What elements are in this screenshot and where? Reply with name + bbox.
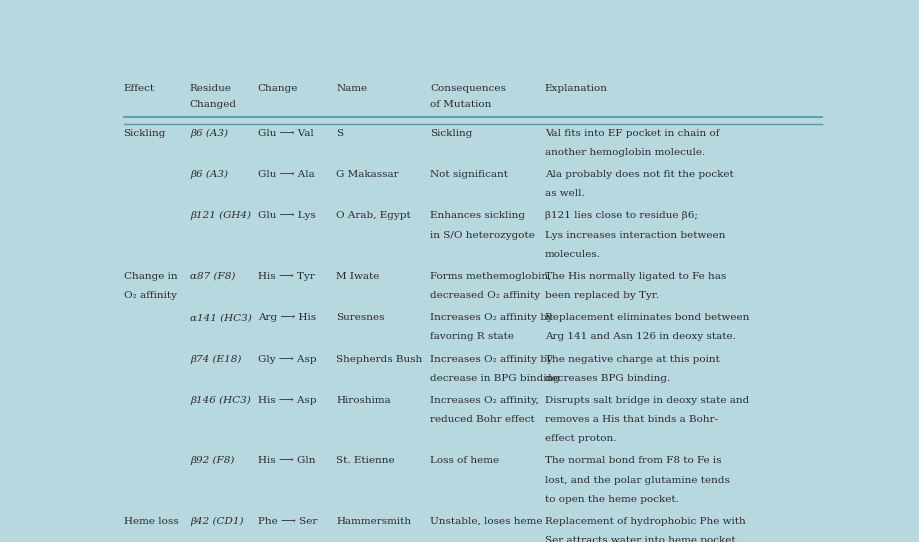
Text: of Mutation: of Mutation <box>430 100 491 108</box>
Text: β92 (F8): β92 (F8) <box>189 456 234 466</box>
Text: decreases BPG binding.: decreases BPG binding. <box>544 374 669 383</box>
Text: Change: Change <box>257 84 298 93</box>
Text: Glu ⟶ Val: Glu ⟶ Val <box>257 129 313 138</box>
Text: St. Etienne: St. Etienne <box>335 456 394 466</box>
Text: Loss of heme: Loss of heme <box>430 456 499 466</box>
Text: favoring R state: favoring R state <box>430 332 514 341</box>
Text: His ⟶ Asp: His ⟶ Asp <box>257 396 316 405</box>
Text: Increases O₂ affinity by: Increases O₂ affinity by <box>430 354 552 364</box>
Text: The negative charge at this point: The negative charge at this point <box>544 354 719 364</box>
Text: Phe ⟶ Ser: Phe ⟶ Ser <box>257 517 317 526</box>
Text: β146 (HC3): β146 (HC3) <box>189 396 250 405</box>
Text: Enhances sickling: Enhances sickling <box>430 211 525 221</box>
Text: His ⟶ Gln: His ⟶ Gln <box>257 456 314 466</box>
Text: Shepherds Bush: Shepherds Bush <box>335 354 422 364</box>
Text: M Iwate: M Iwate <box>335 272 379 281</box>
Text: Hiroshima: Hiroshima <box>335 396 391 405</box>
Text: decreased O₂ affinity: decreased O₂ affinity <box>430 291 539 300</box>
Text: in S/O heterozygote: in S/O heterozygote <box>430 230 535 240</box>
Text: Replacement of hydrophobic Phe with: Replacement of hydrophobic Phe with <box>544 517 745 526</box>
Text: Hammersmith: Hammersmith <box>335 517 411 526</box>
Text: Forms methemoglobin,: Forms methemoglobin, <box>430 272 550 281</box>
Text: been replaced by Tyr.: been replaced by Tyr. <box>544 291 658 300</box>
Text: Sickling: Sickling <box>123 129 165 138</box>
Text: Increases O₂ affinity,: Increases O₂ affinity, <box>430 396 539 405</box>
Text: removes a His that binds a Bohr-: removes a His that binds a Bohr- <box>544 415 718 424</box>
Text: β74 (E18): β74 (E18) <box>189 354 241 364</box>
Text: Lys increases interaction between: Lys increases interaction between <box>544 230 724 240</box>
Text: molecules.: molecules. <box>544 250 600 259</box>
Text: β121 lies close to residue β6;: β121 lies close to residue β6; <box>544 211 697 221</box>
Text: β6 (A3): β6 (A3) <box>189 170 228 179</box>
Text: The normal bond from F8 to Fe is: The normal bond from F8 to Fe is <box>544 456 720 466</box>
Text: another hemoglobin molecule.: another hemoglobin molecule. <box>544 148 705 157</box>
Text: Arg 141 and Asn 126 in deoxy state.: Arg 141 and Asn 126 in deoxy state. <box>544 332 735 341</box>
Text: Gly ⟶ Asp: Gly ⟶ Asp <box>257 354 316 364</box>
Text: Suresnes: Suresnes <box>335 313 384 322</box>
Text: O Arab, Egypt: O Arab, Egypt <box>335 211 411 221</box>
Text: Sickling: Sickling <box>430 129 472 138</box>
Text: Arg ⟶ His: Arg ⟶ His <box>257 313 315 322</box>
Text: Consequences: Consequences <box>430 84 505 93</box>
Text: α87 (F8): α87 (F8) <box>189 272 235 281</box>
Text: His ⟶ Tyr: His ⟶ Tyr <box>257 272 314 281</box>
Text: O₂ affinity: O₂ affinity <box>123 291 176 300</box>
Text: Effect: Effect <box>123 84 154 93</box>
Text: The His normally ligated to Fe has: The His normally ligated to Fe has <box>544 272 725 281</box>
Text: Replacement eliminates bond between: Replacement eliminates bond between <box>544 313 748 322</box>
Text: Name: Name <box>335 84 367 93</box>
Text: Heme loss: Heme loss <box>123 517 178 526</box>
Text: Glu ⟶ Ala: Glu ⟶ Ala <box>257 170 314 179</box>
Text: to open the heme pocket.: to open the heme pocket. <box>544 495 678 504</box>
Text: effect proton.: effect proton. <box>544 434 616 443</box>
Text: G Makassar: G Makassar <box>335 170 398 179</box>
Text: Change in: Change in <box>123 272 177 281</box>
Text: Unstable, loses heme: Unstable, loses heme <box>430 517 542 526</box>
Text: Explanation: Explanation <box>544 84 607 93</box>
Text: β42 (CD1): β42 (CD1) <box>189 517 244 526</box>
Text: Ala probably does not fit the pocket: Ala probably does not fit the pocket <box>544 170 732 179</box>
Text: Val fits into EF pocket in chain of: Val fits into EF pocket in chain of <box>544 129 719 138</box>
Text: as well.: as well. <box>544 189 584 198</box>
Text: decrease in BPG binding: decrease in BPG binding <box>430 374 560 383</box>
Text: Ser attracts water into heme pocket.: Ser attracts water into heme pocket. <box>544 536 738 542</box>
Text: Disrupts salt bridge in deoxy state and: Disrupts salt bridge in deoxy state and <box>544 396 748 405</box>
Text: Not significant: Not significant <box>430 170 507 179</box>
Text: lost, and the polar glutamine tends: lost, and the polar glutamine tends <box>544 475 729 485</box>
Text: reduced Bohr effect: reduced Bohr effect <box>430 415 534 424</box>
Text: Changed: Changed <box>189 100 236 108</box>
Text: Increases O₂ affinity by: Increases O₂ affinity by <box>430 313 552 322</box>
Text: β121 (GH4): β121 (GH4) <box>189 211 251 221</box>
Text: S: S <box>335 129 343 138</box>
Text: Residue: Residue <box>189 84 232 93</box>
Text: α141 (HC3): α141 (HC3) <box>189 313 251 322</box>
Text: β6 (A3): β6 (A3) <box>189 129 228 138</box>
Text: Glu ⟶ Lys: Glu ⟶ Lys <box>257 211 315 221</box>
